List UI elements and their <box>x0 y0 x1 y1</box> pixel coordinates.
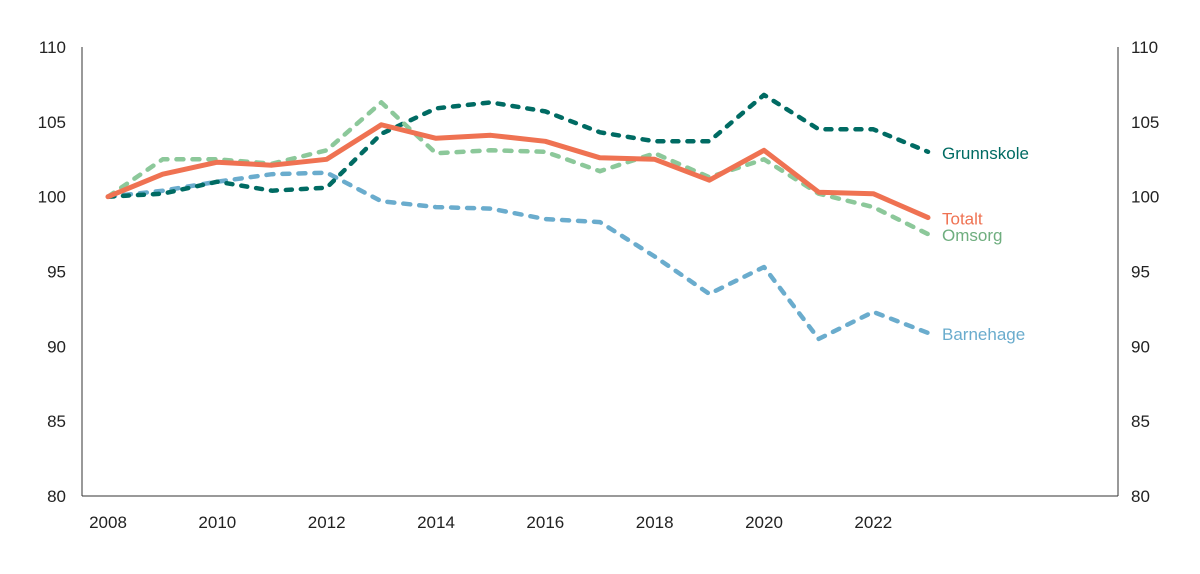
x-tick-label: 2018 <box>636 513 674 532</box>
x-tick-label: 2014 <box>417 513 455 532</box>
y-tick-label-right: 80 <box>1131 487 1150 506</box>
y-tick-label-left: 85 <box>47 412 66 431</box>
y-tick-label-left: 100 <box>38 188 66 207</box>
y-tick-label-left: 95 <box>47 263 66 282</box>
x-tick-label: 2010 <box>198 513 236 532</box>
series-label-barnehage: Barnehage <box>942 325 1025 344</box>
y-tick-label-right: 85 <box>1131 412 1150 431</box>
y-tick-label-left: 90 <box>47 337 66 356</box>
series-label-totalt: Totalt <box>942 210 983 229</box>
y-tick-label-right: 90 <box>1131 337 1150 356</box>
series-line-barnehage <box>108 173 928 339</box>
x-tick-label: 2020 <box>745 513 783 532</box>
series-label-grunnskole: Grunnskole <box>942 144 1029 163</box>
y-tick-label-right: 100 <box>1131 188 1159 207</box>
x-tick-label: 2012 <box>308 513 346 532</box>
y-tick-label-right: 110 <box>1131 38 1158 57</box>
y-tick-label-left: 80 <box>47 487 66 506</box>
series-line-totalt <box>108 125 928 218</box>
x-tick-label: 2008 <box>89 513 127 532</box>
series-label-omsorg: Omsorg <box>942 226 1002 245</box>
y-tick-label-left: 110 <box>39 38 66 57</box>
x-tick-label: 2022 <box>854 513 892 532</box>
y-tick-label-left: 105 <box>38 113 66 132</box>
y-tick-label-right: 105 <box>1131 113 1159 132</box>
x-tick-label: 2016 <box>526 513 564 532</box>
y-tick-label-right: 95 <box>1131 263 1150 282</box>
